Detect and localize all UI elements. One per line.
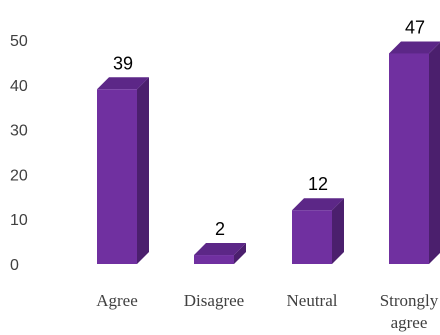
bar-side xyxy=(234,243,246,264)
bar-front xyxy=(389,53,429,264)
data-label: 47 xyxy=(405,17,425,37)
data-label: 39 xyxy=(113,53,133,73)
x-tick-label: Disagree xyxy=(184,291,244,310)
bar xyxy=(194,243,246,264)
y-tick-label: 0 xyxy=(10,257,19,274)
data-label: 12 xyxy=(308,174,328,194)
y-axis: 0 10 20 30 40 50 xyxy=(10,33,28,274)
x-tick-label: Strongly agree xyxy=(380,291,439,332)
bar-front xyxy=(292,210,332,264)
y-tick-label: 10 xyxy=(10,212,28,229)
bar-front xyxy=(97,89,137,264)
bar-top xyxy=(194,243,246,256)
data-label: 2 xyxy=(215,219,225,239)
y-tick-label: 30 xyxy=(10,123,28,140)
bar-side xyxy=(429,42,440,264)
bar-top xyxy=(389,41,440,54)
x-tick-label: Agree xyxy=(96,291,138,310)
y-tick-label: 20 xyxy=(10,167,28,184)
bar-top xyxy=(292,198,344,211)
x-axis: Agree Disagree Neutral Strongly agree xyxy=(96,291,439,332)
y-tick-label: 40 xyxy=(10,78,28,95)
bars-group xyxy=(97,41,440,264)
bar xyxy=(97,77,149,264)
bar-side xyxy=(137,77,149,264)
data-labels-group: 39 2 12 47 xyxy=(113,17,425,239)
bar xyxy=(292,198,344,264)
bar-front xyxy=(194,255,234,264)
bar xyxy=(389,41,440,264)
y-tick-label: 50 xyxy=(10,33,28,50)
bar-side xyxy=(332,198,344,264)
bar-top xyxy=(97,77,149,90)
x-tick-label: Neutral xyxy=(287,291,338,310)
